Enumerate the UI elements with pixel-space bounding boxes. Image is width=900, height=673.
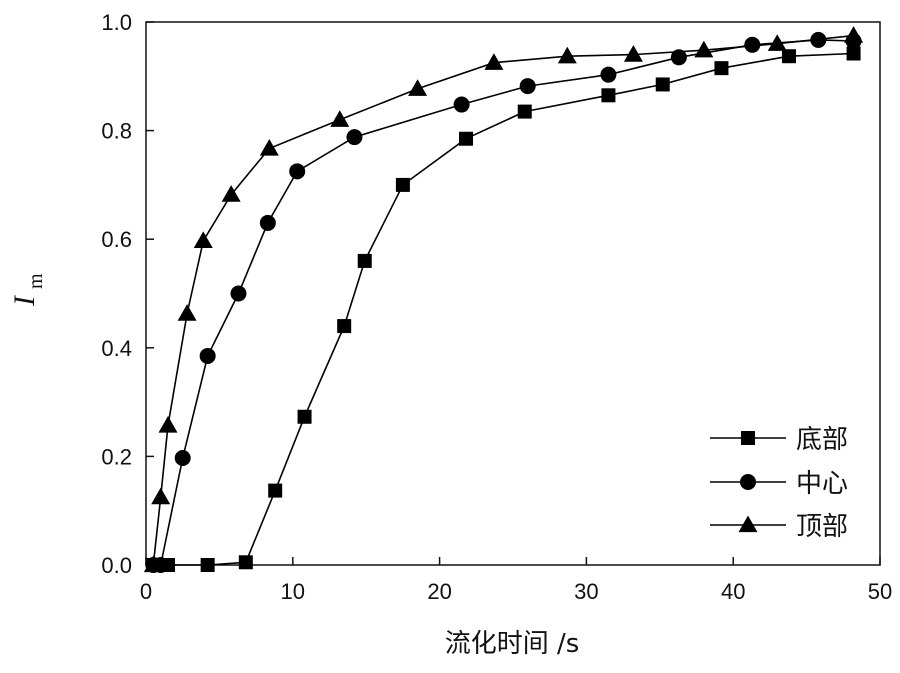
data-point bbox=[484, 53, 504, 70]
legend-label: 顶部 bbox=[796, 512, 848, 542]
data-point bbox=[781, 49, 796, 64]
plot-frame bbox=[145, 21, 881, 566]
data-point bbox=[623, 45, 643, 62]
data-point bbox=[714, 61, 729, 76]
x-tick-label: 10 bbox=[281, 579, 305, 604]
data-point bbox=[259, 214, 276, 231]
y-axis-title-sub: m bbox=[25, 273, 47, 289]
data-point bbox=[453, 96, 470, 113]
data-point bbox=[337, 319, 352, 334]
data-point bbox=[459, 131, 474, 146]
data-point bbox=[844, 26, 864, 43]
x-tick-label: 20 bbox=[427, 579, 451, 604]
data-point bbox=[330, 110, 350, 127]
data-point bbox=[357, 253, 372, 268]
data-point bbox=[177, 304, 197, 321]
data-point bbox=[767, 34, 787, 51]
y-tick-label: 0.0 bbox=[101, 553, 132, 578]
data-point bbox=[158, 415, 178, 433]
data-point bbox=[151, 487, 171, 505]
data-point bbox=[744, 36, 761, 53]
series-square bbox=[146, 46, 861, 572]
x-tick-label: 40 bbox=[721, 579, 745, 604]
series-line bbox=[153, 52, 854, 566]
data-point bbox=[346, 129, 363, 146]
y-axis-title: I m bbox=[8, 273, 47, 307]
data-point bbox=[238, 555, 253, 570]
data-point bbox=[694, 40, 714, 58]
x-axis-ticks: 0 10 20 30 40 50 bbox=[140, 557, 892, 604]
data-point bbox=[395, 177, 410, 192]
data-point bbox=[601, 88, 616, 103]
legend-marker bbox=[740, 474, 756, 490]
legend-item: 中心 bbox=[710, 469, 848, 499]
data-point bbox=[517, 104, 532, 119]
x-tick-label: 50 bbox=[868, 579, 892, 604]
data-point bbox=[297, 409, 312, 424]
data-point bbox=[268, 483, 283, 498]
data-point bbox=[259, 139, 279, 156]
data-point bbox=[174, 450, 191, 467]
y-tick-label: 0.6 bbox=[101, 227, 132, 252]
legend-marker bbox=[738, 515, 758, 533]
y-tick-label: 1.0 bbox=[101, 10, 132, 35]
series-triangle bbox=[143, 26, 864, 573]
data-point bbox=[199, 347, 216, 364]
data-point bbox=[200, 558, 215, 572]
data-point bbox=[408, 79, 428, 96]
y-tick-label: 0.2 bbox=[101, 444, 132, 469]
data-point bbox=[221, 185, 241, 202]
y-tick-label: 0.4 bbox=[101, 336, 132, 361]
y-axis-title-main: I bbox=[8, 294, 41, 307]
data-point bbox=[670, 49, 687, 66]
data-point bbox=[230, 285, 247, 302]
legend-item: 顶部 bbox=[710, 512, 848, 542]
legend-item: 底部 bbox=[710, 425, 848, 455]
series-circle bbox=[145, 31, 862, 573]
data-point bbox=[193, 231, 213, 248]
data-point bbox=[600, 66, 617, 83]
data-point bbox=[846, 46, 861, 61]
data-point bbox=[519, 78, 536, 95]
x-tick-label: 30 bbox=[574, 579, 598, 604]
x-tick-label: 0 bbox=[140, 579, 152, 604]
data-point bbox=[557, 46, 577, 64]
legend-label: 中心 bbox=[796, 469, 848, 499]
data-point bbox=[143, 555, 163, 573]
data-point bbox=[655, 77, 670, 92]
data-point bbox=[289, 163, 306, 180]
series-layer bbox=[143, 26, 864, 573]
legend-label: 底部 bbox=[796, 425, 848, 455]
x-axis-title: 流化时间 /s bbox=[445, 629, 580, 659]
y-tick-label: 0.8 bbox=[101, 119, 132, 144]
legend-marker bbox=[741, 431, 755, 445]
